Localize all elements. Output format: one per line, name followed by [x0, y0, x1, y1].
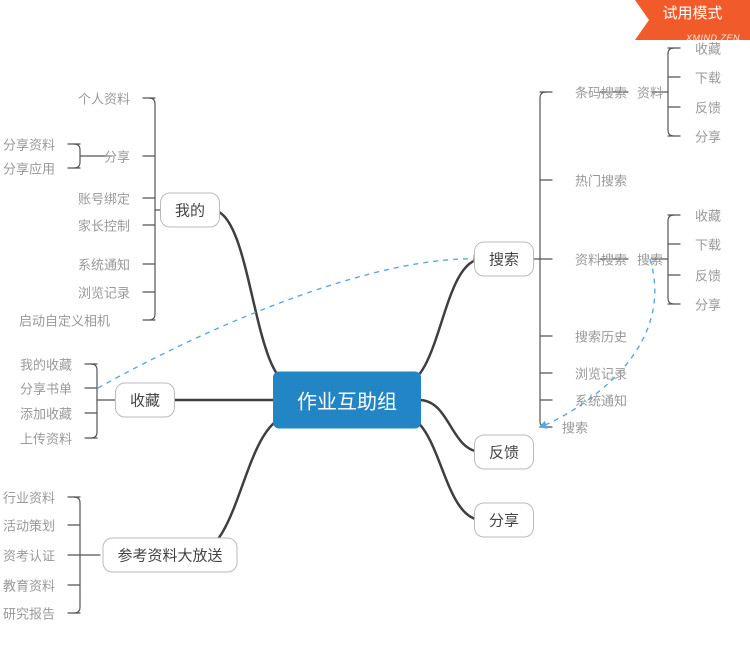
- leaf-m1[interactable]: 个人资料: [78, 89, 130, 108]
- leaf-s_hist[interactable]: 搜索历史: [575, 327, 627, 346]
- badge-sublabel: XMIND ZEN: [686, 24, 740, 52]
- leaf-f4[interactable]: 上传资料: [20, 429, 72, 448]
- leaf-f2[interactable]: 分享书单: [20, 379, 72, 398]
- leaf-sds2[interactable]: 下载: [695, 235, 721, 254]
- badge-label: 试用模式: [662, 5, 722, 22]
- leaf-m_s2[interactable]: 分享应用: [3, 159, 55, 178]
- root-node[interactable]: 作业互助组: [273, 372, 421, 429]
- leaf-r3[interactable]: 资考认证: [3, 546, 55, 565]
- leaf-r1[interactable]: 行业资料: [3, 488, 55, 507]
- branch-mine[interactable]: 我的: [160, 193, 220, 228]
- leaf-f1[interactable]: 我的收藏: [20, 355, 72, 374]
- leaf-m6[interactable]: 启动自定义相机: [19, 311, 110, 330]
- leaf-s_sys[interactable]: 系统通知: [575, 391, 627, 410]
- leaf-sds4[interactable]: 分享: [695, 295, 721, 314]
- leaf-m5[interactable]: 浏览记录: [78, 283, 130, 302]
- leaf-s_q[interactable]: 搜索: [562, 418, 588, 437]
- leaf-m3[interactable]: 家长控制: [78, 216, 130, 235]
- leaf-r4[interactable]: 教育资料: [3, 576, 55, 595]
- leaf-r5[interactable]: 研究报告: [3, 604, 55, 623]
- leaf-r2[interactable]: 活动策划: [3, 516, 55, 535]
- leaf-m4[interactable]: 系统通知: [78, 255, 130, 274]
- leaf-s_data[interactable]: 资料搜索: [575, 250, 627, 269]
- branch-fav[interactable]: 收藏: [115, 383, 175, 418]
- branch-search[interactable]: 搜索: [474, 242, 534, 277]
- leaf-s_hot[interactable]: 热门搜索: [575, 171, 627, 190]
- trial-mode-badge: 试用模式 XMIND ZEN: [635, 0, 750, 40]
- leaf-s_bar[interactable]: 条码搜索: [575, 83, 627, 102]
- leaf-sbd2[interactable]: 下载: [695, 68, 721, 87]
- leaf-s_data_s[interactable]: 搜索: [637, 250, 663, 269]
- leaf-sbd4[interactable]: 分享: [695, 127, 721, 146]
- leaf-sbd3[interactable]: 反馈: [695, 98, 721, 117]
- leaf-m_share[interactable]: 分享: [104, 147, 130, 166]
- leaf-s_view[interactable]: 浏览记录: [575, 364, 627, 383]
- leaf-m2[interactable]: 账号绑定: [78, 189, 130, 208]
- leaf-sds3[interactable]: 反馈: [695, 266, 721, 285]
- branch-share[interactable]: 分享: [474, 503, 534, 538]
- leaf-m_s1[interactable]: 分享资料: [3, 135, 55, 154]
- branch-feedback[interactable]: 反馈: [474, 435, 534, 470]
- leaf-f3[interactable]: 添加收藏: [20, 404, 72, 423]
- leaf-sds1[interactable]: 收藏: [695, 206, 721, 225]
- branch-ref[interactable]: 参考资料大放送: [102, 538, 237, 573]
- leaf-s_bar_data[interactable]: 资料: [637, 83, 663, 102]
